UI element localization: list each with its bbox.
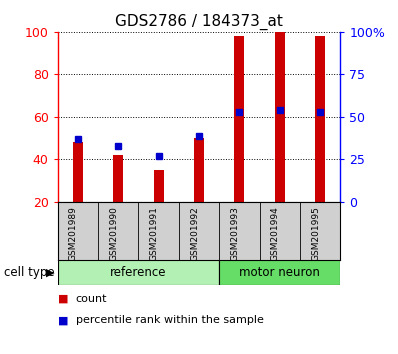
Text: GSM201992: GSM201992 — [190, 206, 199, 261]
Bar — [275, 32, 285, 202]
Text: reference: reference — [110, 266, 167, 279]
Bar — [58, 260, 219, 285]
Bar — [234, 36, 244, 202]
Text: GSM201995: GSM201995 — [311, 206, 320, 261]
Bar — [194, 138, 204, 202]
Bar — [73, 142, 83, 202]
Text: ■: ■ — [58, 294, 68, 304]
Text: percentile rank within the sample: percentile rank within the sample — [76, 315, 263, 325]
Text: GSM201994: GSM201994 — [271, 206, 280, 261]
Text: GSM201989: GSM201989 — [69, 206, 78, 261]
Text: count: count — [76, 294, 107, 304]
Text: GSM201991: GSM201991 — [150, 206, 159, 261]
Bar — [219, 260, 340, 285]
Bar — [113, 155, 123, 202]
Text: GDS2786 / 184373_at: GDS2786 / 184373_at — [115, 14, 283, 30]
Text: ■: ■ — [58, 315, 68, 325]
Bar — [315, 36, 325, 202]
Text: motor neuron: motor neuron — [239, 266, 320, 279]
Text: GSM201993: GSM201993 — [230, 206, 239, 261]
Text: GSM201990: GSM201990 — [109, 206, 118, 261]
Bar — [154, 170, 164, 202]
Text: ▶: ▶ — [45, 268, 54, 278]
Text: cell type: cell type — [4, 266, 55, 279]
